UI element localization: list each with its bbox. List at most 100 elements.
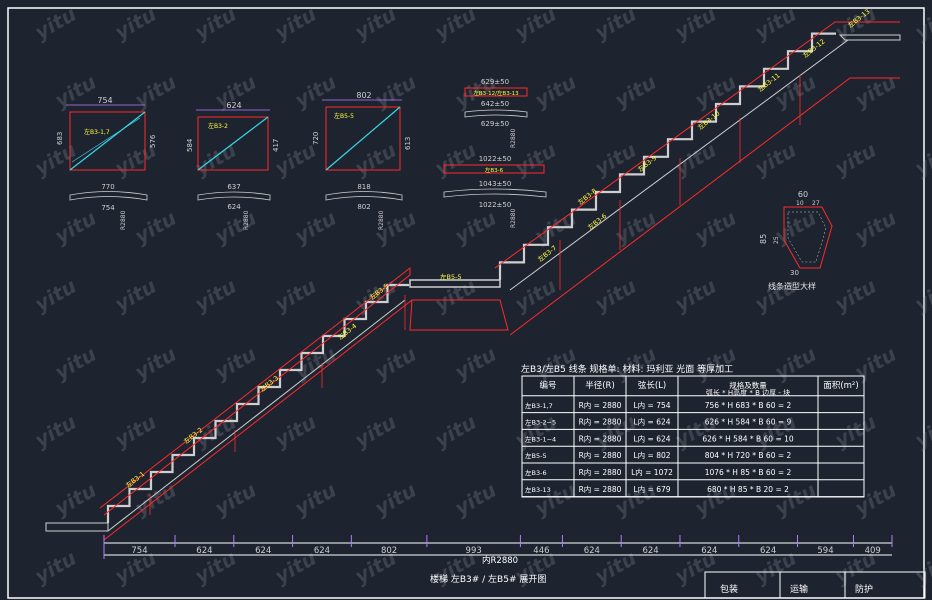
table-header-cell: 规格及数量 bbox=[729, 380, 767, 390]
profile-w: 60 bbox=[798, 190, 808, 199]
table-cell: 626 * H 584 * B 60 = 10 bbox=[702, 434, 794, 443]
stamp-protection: 防护 bbox=[855, 583, 873, 595]
detail4-radius1: R2880 bbox=[510, 128, 517, 148]
detail-panel-3: 802 左B5-5 720 613 818 802 R2880 bbox=[312, 91, 412, 230]
detail2-right-dim: 417 bbox=[272, 139, 280, 152]
table-cell: L内 = 624 bbox=[633, 433, 670, 443]
table-cell: 左B5-5 bbox=[525, 451, 547, 460]
detail2-top-dim: 624 bbox=[226, 101, 241, 110]
table-header-cell: 面积(m²) bbox=[823, 380, 858, 391]
table-cell: 左B3-13 bbox=[525, 485, 551, 494]
table-cell: 756 * H 683 * B 60 = 2 bbox=[705, 401, 792, 410]
dimension-value: 446 bbox=[533, 546, 549, 556]
table-header-cell: 半径(R) bbox=[585, 380, 615, 391]
table-cell: 左B3-1,7 bbox=[525, 401, 553, 410]
table-cell: 左B3-2~5 bbox=[525, 418, 556, 427]
table-cell: L内 = 1072 bbox=[631, 467, 673, 477]
detail4-w2: 642±50 bbox=[481, 100, 509, 108]
stamp-transport: 运输 bbox=[790, 583, 808, 595]
detail2-inner-label: 左B3-2 bbox=[208, 122, 228, 130]
profile-a: 10 bbox=[796, 200, 804, 207]
table-cell: 左B3-1~4 bbox=[525, 434, 556, 443]
stamp-packing: 包装 bbox=[720, 583, 738, 595]
detail3-top-dim: 802 bbox=[356, 91, 371, 100]
table-cell: R内 = 2880 bbox=[579, 400, 622, 410]
detail1-bot-dim2: 754 bbox=[101, 204, 115, 212]
table-cell: 626 * H 584 * B 60 = 9 bbox=[705, 418, 792, 427]
table-cell: R内 = 2880 bbox=[579, 417, 622, 427]
watermark-text: yitu bbox=[931, 342, 932, 385]
table-cell: 680 * H 85 * B 20 = 2 bbox=[707, 485, 789, 494]
profile-caption: 线条造型大样 bbox=[768, 281, 816, 291]
detail1-radius: R2880 bbox=[120, 210, 127, 230]
drawing-title: 楼梯 左B3# / 左B5# 展开图 bbox=[430, 573, 546, 585]
dimension-value: 624 bbox=[314, 546, 330, 556]
detail3-left-dim: 720 bbox=[312, 132, 320, 145]
dimension-value: 624 bbox=[584, 546, 600, 556]
detail2-radius: R2880 bbox=[243, 210, 250, 230]
table-cell: 804 * H 720 * B 60 = 2 bbox=[705, 451, 792, 460]
detail1-top-dim: 754 bbox=[97, 96, 112, 105]
detail-panel-2: 624 左B3-2 584 417 637 624 R2880 bbox=[186, 101, 280, 230]
title-stamp: 包装 运输 防护 bbox=[704, 571, 926, 599]
table-cell: R内 = 2880 bbox=[579, 484, 622, 494]
watermark-text: yitu bbox=[931, 206, 932, 249]
table-title: 左B3/左B5 线条 规格单: 材料: 玛利亚 光面 等厚加工 bbox=[521, 363, 733, 375]
table-subheader: 弧长 * H高度 * B 边厚 - 块 bbox=[706, 388, 790, 397]
dimension-value: 624 bbox=[642, 546, 658, 556]
watermark-text: yitu bbox=[931, 478, 932, 521]
table-cell: L内 = 802 bbox=[633, 450, 670, 460]
dimension-value: 624 bbox=[255, 546, 271, 556]
table-header-cell: 弦长(L) bbox=[638, 380, 666, 391]
dimension-value: 624 bbox=[760, 546, 776, 556]
detail4-w1: 629±50 bbox=[481, 78, 509, 86]
detail4-label1: 左B3-12/左B3-13 bbox=[473, 89, 519, 97]
detail3-bot-dim2: 802 bbox=[357, 203, 370, 211]
profile-c: 25 bbox=[773, 236, 780, 244]
detail4-radius2: R2880 bbox=[510, 208, 517, 228]
table-cell: R内 = 2880 bbox=[579, 450, 622, 460]
detail-panel-4: 629±50 左B3-12/左B3-13 642±50 629±50 R2880… bbox=[443, 78, 547, 228]
profile-h: 85 bbox=[759, 234, 768, 244]
detail4-w4: 1022±50 bbox=[479, 155, 512, 163]
spec-table: 左B3/左B5 线条 规格单: 材料: 玛利亚 光面 等厚加工 编号 半径(R) 弦… bbox=[521, 363, 865, 498]
detail1-bot-dim1: 770 bbox=[101, 183, 114, 191]
drawing-border bbox=[7, 7, 925, 599]
detail3-inner-label: 左B5-5 bbox=[334, 112, 354, 120]
flight-upper bbox=[498, 32, 836, 280]
table-cell: R内 = 2880 bbox=[579, 433, 622, 443]
dimension-value: 802 bbox=[381, 546, 397, 556]
detail4-label2: 左B3-6 bbox=[485, 166, 504, 174]
detail3-right-dim: 613 bbox=[404, 137, 412, 150]
dimension-bar: 754 624 624 624 802 993 446 624 624 624 624 594 409 bbox=[103, 535, 893, 559]
table-header-cell: 编号 bbox=[539, 380, 556, 391]
detail2-bot-dim2: 624 bbox=[227, 203, 241, 211]
detail4-w3: 629±50 bbox=[481, 120, 509, 128]
detail2-bot-dim1: 637 bbox=[227, 183, 240, 191]
dimension-value: 594 bbox=[817, 546, 833, 556]
landing-label: 左B5-5 bbox=[440, 272, 462, 281]
profile-d: 30 bbox=[790, 269, 799, 277]
profile-b: 27 bbox=[812, 200, 820, 207]
detail4-w6: 1022±50 bbox=[479, 201, 512, 209]
table-cell: L内 = 754 bbox=[633, 400, 670, 410]
detail2-left-dim: 584 bbox=[186, 138, 194, 152]
profile-detail: 60 10 27 85 25 30 线条造型大样 bbox=[759, 190, 833, 291]
detail-panel-1: 754 左B3-1,7 683 576 770 754 R2880 bbox=[56, 96, 157, 230]
dimension-value: 993 bbox=[466, 546, 482, 556]
table-cell: L内 = 624 bbox=[633, 417, 670, 427]
detail1-left-dim: 683 bbox=[56, 132, 64, 145]
detail1-inner-label: 左B3-1,7 bbox=[84, 128, 110, 136]
table-cell: R内 = 2880 bbox=[579, 467, 622, 477]
table-cell: 左B3-6 bbox=[525, 468, 547, 477]
table-cell: L内 = 679 bbox=[633, 484, 670, 494]
dimension-value: 409 bbox=[865, 546, 881, 556]
dimension-value: 624 bbox=[196, 546, 212, 556]
detail3-bot-dim1: 818 bbox=[357, 183, 370, 191]
watermark-text: yitu bbox=[931, 70, 932, 113]
detail3-radius: R2880 bbox=[378, 210, 385, 230]
table-cell: 1076 * H 85 * B 60 = 2 bbox=[705, 468, 792, 477]
dimension-value: 624 bbox=[701, 546, 717, 556]
detail4-w5: 1043±50 bbox=[479, 180, 512, 188]
